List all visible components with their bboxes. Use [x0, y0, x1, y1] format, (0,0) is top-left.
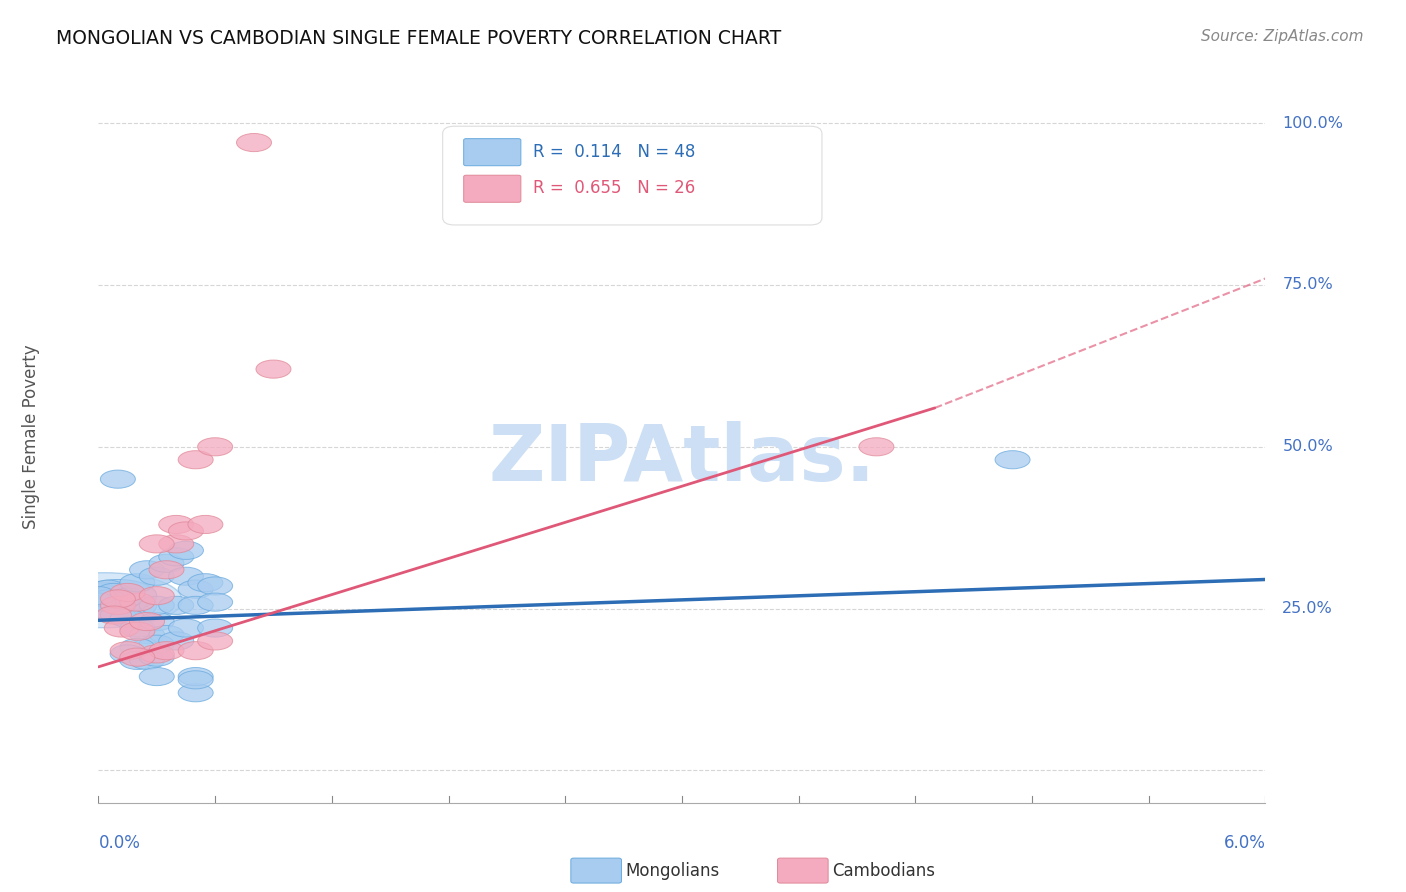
Text: Cambodians: Cambodians — [832, 862, 935, 880]
Ellipse shape — [159, 597, 194, 615]
Ellipse shape — [149, 625, 184, 643]
Text: 75.0%: 75.0% — [1282, 277, 1333, 293]
FancyBboxPatch shape — [443, 126, 823, 225]
Ellipse shape — [129, 651, 165, 670]
Text: Mongolians: Mongolians — [626, 862, 720, 880]
Ellipse shape — [110, 641, 145, 660]
Ellipse shape — [110, 594, 145, 613]
Ellipse shape — [995, 450, 1031, 469]
Ellipse shape — [120, 648, 155, 666]
Ellipse shape — [27, 573, 181, 628]
Ellipse shape — [149, 641, 184, 660]
Ellipse shape — [159, 548, 194, 566]
Ellipse shape — [100, 597, 135, 615]
Ellipse shape — [100, 606, 135, 624]
Ellipse shape — [198, 632, 232, 650]
Ellipse shape — [188, 574, 224, 591]
Ellipse shape — [179, 641, 214, 660]
Ellipse shape — [198, 619, 232, 637]
Ellipse shape — [90, 590, 125, 608]
Ellipse shape — [65, 582, 143, 615]
Text: 0.0%: 0.0% — [98, 834, 141, 852]
Ellipse shape — [110, 583, 145, 601]
Text: ZIPAtlas.: ZIPAtlas. — [488, 421, 876, 497]
Ellipse shape — [120, 574, 155, 591]
Ellipse shape — [129, 613, 165, 631]
Text: Single Female Poverty: Single Female Poverty — [22, 345, 39, 529]
Ellipse shape — [110, 609, 145, 627]
Ellipse shape — [110, 588, 145, 606]
Ellipse shape — [82, 593, 115, 611]
Ellipse shape — [159, 632, 194, 650]
Ellipse shape — [179, 597, 214, 615]
Ellipse shape — [169, 567, 204, 585]
Ellipse shape — [139, 613, 174, 631]
Text: 100.0%: 100.0% — [1282, 116, 1343, 130]
Ellipse shape — [79, 590, 157, 622]
FancyBboxPatch shape — [464, 138, 520, 166]
Ellipse shape — [139, 648, 174, 666]
Ellipse shape — [198, 438, 232, 456]
Ellipse shape — [79, 580, 157, 612]
Ellipse shape — [139, 645, 174, 663]
Ellipse shape — [179, 683, 214, 702]
Text: 50.0%: 50.0% — [1282, 439, 1333, 454]
Ellipse shape — [149, 554, 184, 573]
Ellipse shape — [120, 619, 155, 637]
Ellipse shape — [139, 667, 174, 686]
Ellipse shape — [97, 606, 132, 624]
Ellipse shape — [82, 587, 115, 605]
Ellipse shape — [859, 438, 894, 456]
Ellipse shape — [149, 561, 184, 579]
Text: R =  0.114   N = 48: R = 0.114 N = 48 — [533, 143, 695, 161]
Ellipse shape — [104, 619, 139, 637]
Ellipse shape — [90, 580, 125, 599]
Ellipse shape — [100, 590, 135, 608]
Ellipse shape — [179, 580, 214, 599]
Ellipse shape — [198, 577, 232, 595]
Ellipse shape — [139, 587, 174, 605]
Ellipse shape — [120, 593, 155, 611]
Ellipse shape — [159, 516, 194, 533]
Ellipse shape — [110, 645, 145, 663]
Text: Source: ZipAtlas.com: Source: ZipAtlas.com — [1201, 29, 1364, 44]
Ellipse shape — [100, 470, 135, 488]
Ellipse shape — [169, 619, 204, 637]
Ellipse shape — [169, 541, 204, 559]
Ellipse shape — [159, 535, 194, 553]
Ellipse shape — [120, 639, 155, 657]
Ellipse shape — [97, 583, 132, 601]
Ellipse shape — [120, 651, 155, 670]
Text: MONGOLIAN VS CAMBODIAN SINGLE FEMALE POVERTY CORRELATION CHART: MONGOLIAN VS CAMBODIAN SINGLE FEMALE POV… — [56, 29, 782, 47]
Text: 25.0%: 25.0% — [1282, 601, 1333, 616]
Ellipse shape — [236, 134, 271, 152]
Ellipse shape — [69, 586, 148, 618]
Ellipse shape — [120, 623, 155, 640]
Ellipse shape — [139, 635, 174, 653]
Ellipse shape — [139, 567, 174, 585]
Text: R =  0.655   N = 26: R = 0.655 N = 26 — [533, 179, 695, 197]
Ellipse shape — [104, 591, 139, 610]
Ellipse shape — [129, 561, 165, 579]
Ellipse shape — [129, 625, 165, 643]
Ellipse shape — [198, 593, 232, 611]
Ellipse shape — [179, 671, 214, 689]
Ellipse shape — [188, 516, 224, 533]
FancyBboxPatch shape — [464, 175, 520, 202]
Ellipse shape — [139, 535, 174, 553]
Ellipse shape — [169, 522, 204, 540]
Text: 6.0%: 6.0% — [1223, 834, 1265, 852]
Ellipse shape — [63, 582, 141, 615]
Ellipse shape — [179, 667, 214, 686]
Ellipse shape — [179, 450, 214, 469]
Ellipse shape — [139, 597, 174, 615]
Ellipse shape — [256, 360, 291, 378]
